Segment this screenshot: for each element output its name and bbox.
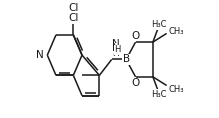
Text: O: O [131,78,140,88]
Text: CH₃: CH₃ [169,27,184,36]
Text: Cl: Cl [68,13,79,23]
Text: N: N [36,50,44,60]
Text: N: N [112,39,120,49]
Text: Cl: Cl [68,3,79,13]
Text: H₃C: H₃C [151,20,166,29]
Text: B: B [123,54,130,64]
Text: H₃C: H₃C [151,90,166,99]
Text: O: O [131,31,140,40]
Text: N: N [112,43,120,53]
Text: H: H [112,49,119,58]
Text: CH₃: CH₃ [169,85,184,94]
Text: H: H [114,45,121,54]
